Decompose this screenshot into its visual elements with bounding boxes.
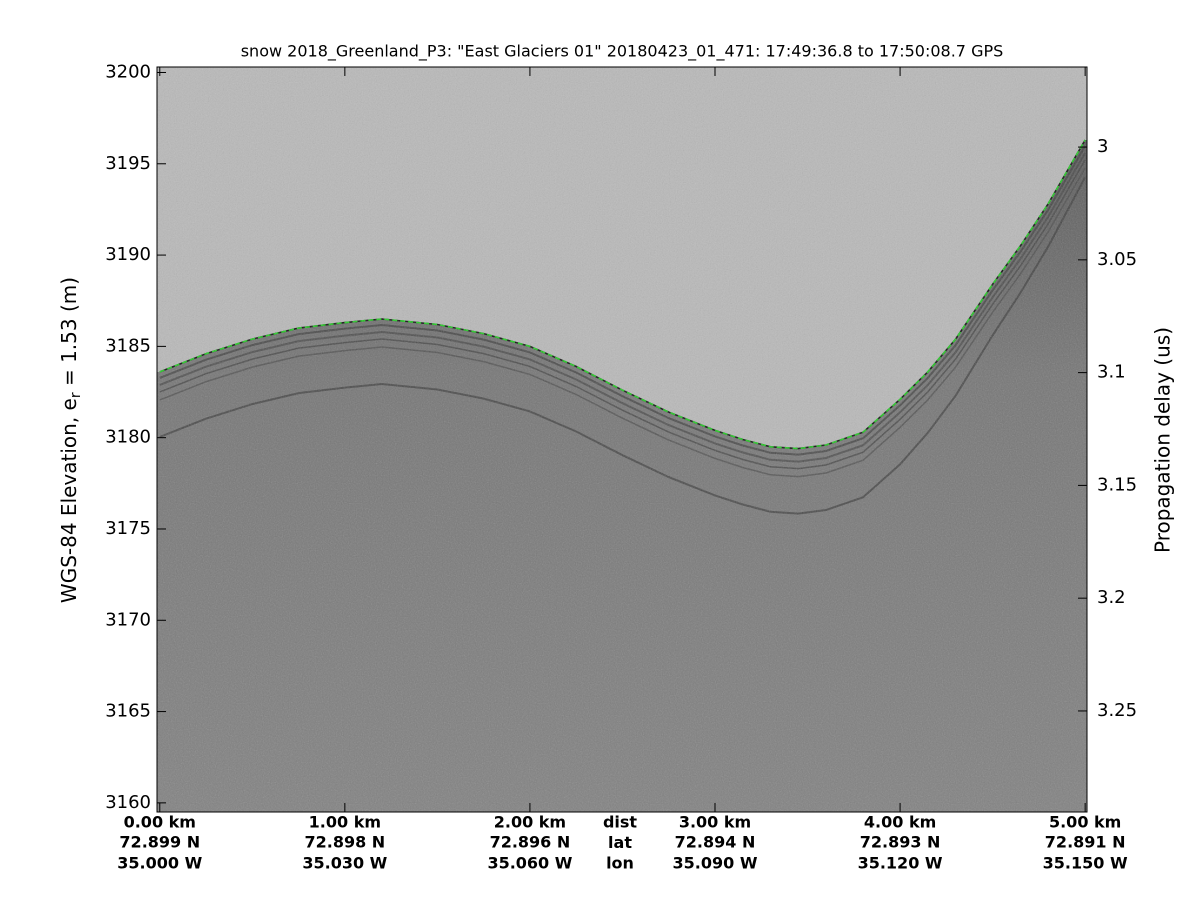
y-label-main: WGS-84 Elevation, e — [57, 398, 81, 603]
x-tick-lon: 35.000 W — [117, 854, 202, 873]
y2-tick-label: 3.25 — [1097, 700, 1137, 721]
speckle — [157, 67, 1087, 812]
x-tick-label: 2.00 km — [494, 813, 566, 832]
x-tick-lon: 35.060 W — [487, 854, 572, 873]
x-tick-label: 3.00 km — [679, 813, 751, 832]
x-tick-lat: 72.893 N — [860, 833, 941, 852]
x-tick-label: 5.00 km — [1049, 813, 1121, 832]
x-tick-label: 0.00 km — [124, 813, 196, 832]
x-tick-lat: 72.894 N — [675, 833, 756, 852]
x-tick-lon: 35.030 W — [302, 854, 387, 873]
plot-frame — [156, 66, 1088, 813]
y2-tick-label: 3.2 — [1097, 587, 1126, 608]
x-tick-lon: 35.090 W — [673, 854, 758, 873]
y-tick-label: 3195 — [105, 153, 151, 174]
y2-axis-label: Propagation delay (us) — [1151, 327, 1175, 553]
x-tick-lat: 72.899 N — [119, 833, 200, 852]
y2-tick-label: 3.05 — [1097, 249, 1137, 270]
y-tick-label: 3190 — [105, 244, 151, 265]
row-label: lat — [608, 833, 632, 852]
y2-tick-label: 3.15 — [1097, 474, 1137, 495]
noise-layer — [157, 67, 1087, 812]
x-tick-lat: 72.891 N — [1045, 833, 1126, 852]
x-tick-lon: 35.120 W — [858, 854, 943, 873]
y-label-sub: r — [68, 392, 84, 398]
y-tick-label: 3185 — [105, 335, 151, 356]
row-label: dist — [603, 813, 637, 832]
x-tick-label: 4.00 km — [864, 813, 936, 832]
y-tick-label: 3165 — [105, 701, 151, 722]
y-label-end: = 1.53 (m) — [57, 277, 81, 392]
chart-title: snow 2018_Greenland_P3: "East Glaciers 0… — [241, 42, 1004, 62]
x-tick-lat: 72.896 N — [490, 833, 571, 852]
y2-tick-label: 3 — [1097, 136, 1108, 157]
x-tick-label: 1.00 km — [309, 813, 381, 832]
y-tick-label: 3170 — [105, 609, 151, 630]
row-label: lon — [606, 854, 634, 873]
y-tick-label: 3175 — [105, 518, 151, 539]
x-tick-lat: 72.898 N — [304, 833, 385, 852]
y-tick-label: 3180 — [105, 427, 151, 448]
y-tick-label: 3200 — [105, 61, 151, 82]
y-tick-label: 3160 — [105, 792, 151, 813]
y2-tick-label: 3.1 — [1097, 362, 1126, 383]
x-tick-lon: 35.150 W — [1043, 854, 1128, 873]
y-axis-label: WGS-84 Elevation, er = 1.53 (m) — [57, 277, 85, 603]
